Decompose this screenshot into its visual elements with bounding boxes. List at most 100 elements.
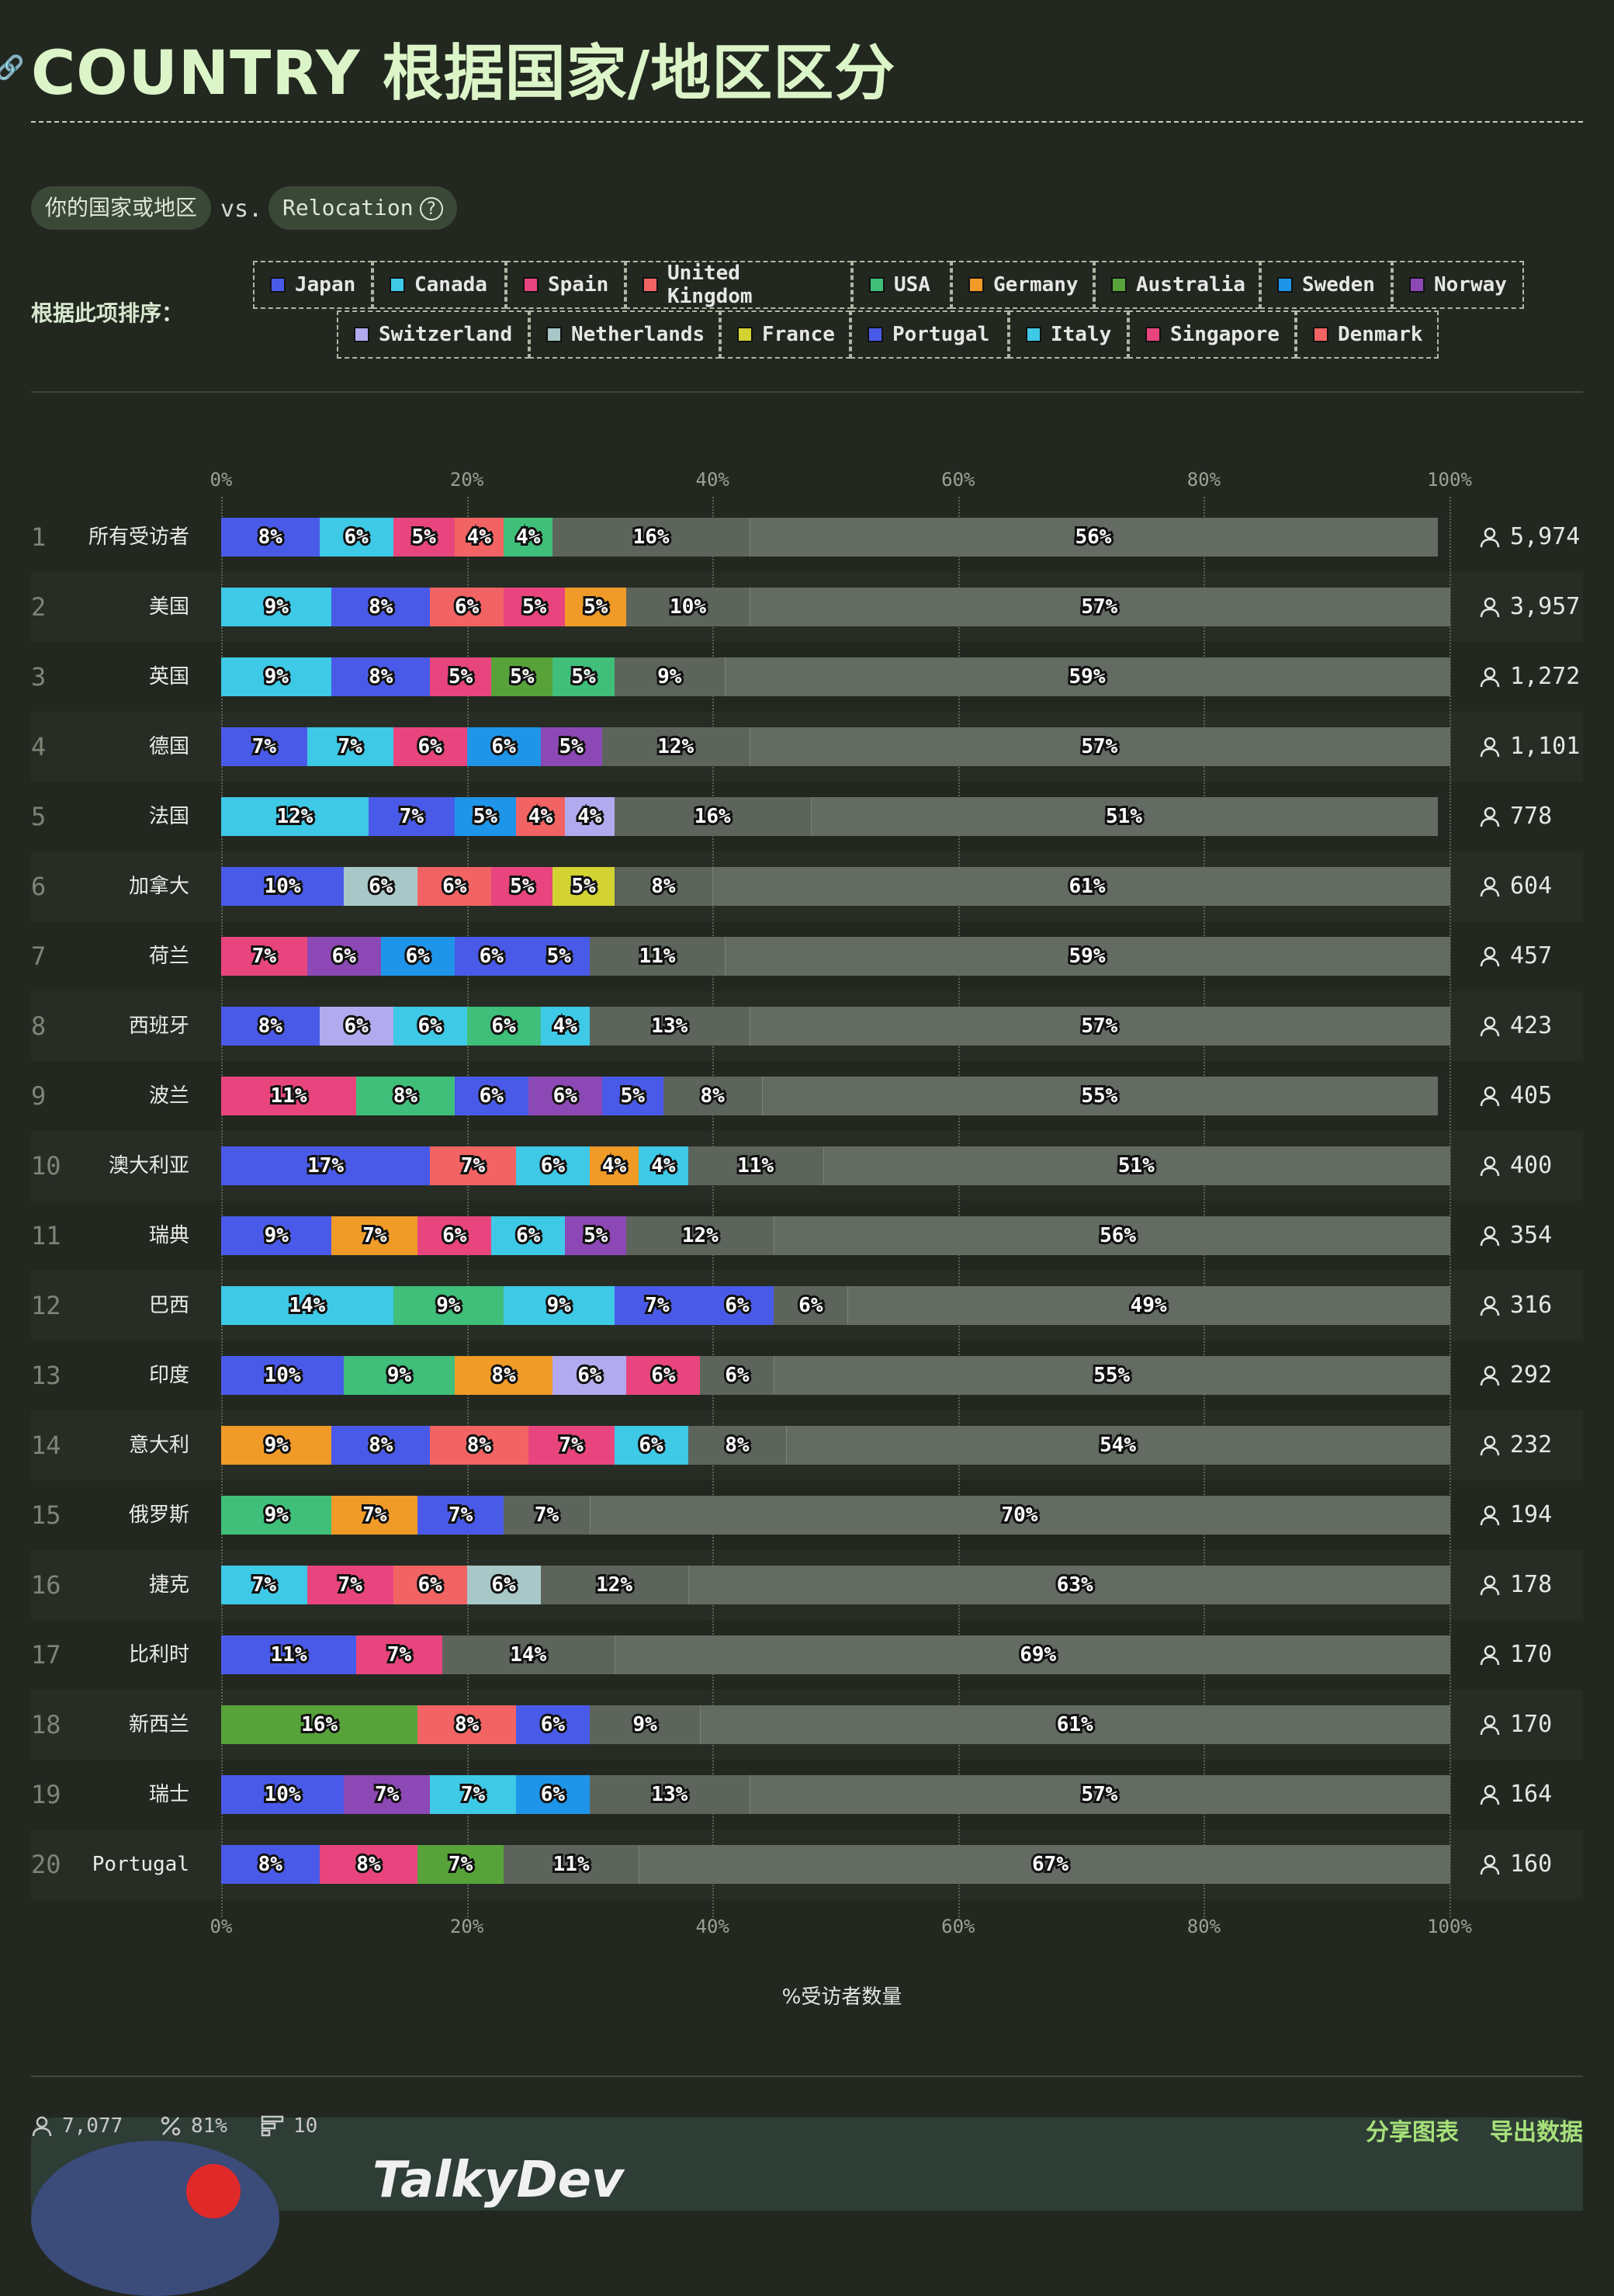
bar-track[interactable]: 11% 8% 6% 6% 5% 8% 55% <box>221 1077 1449 1115</box>
bar-track[interactable]: 16% 8% 6% 9% 61% <box>221 1705 1450 1744</box>
legend-item-italy[interactable]: Italy <box>1009 310 1128 359</box>
bar-segment-usa[interactable] <box>504 518 553 557</box>
bar-segment-rest[interactable] <box>688 1566 1450 1604</box>
bar-segment-japan[interactable] <box>221 518 320 557</box>
bar-track[interactable]: 7% 7% 6% 6% 5% 12% 57% <box>221 727 1450 766</box>
bar-segment-netherlands[interactable] <box>466 1566 541 1604</box>
bar-segment-canada[interactable] <box>614 1426 688 1465</box>
bar-segment-spain[interactable] <box>393 727 467 766</box>
bar-segment-canada[interactable] <box>515 1146 590 1185</box>
bar-track[interactable]: 10% 7% 7% 6% 13% 57% <box>221 1775 1450 1814</box>
bar-segment-switzerland[interactable] <box>552 1356 627 1395</box>
legend-item-japan[interactable]: Japan <box>253 261 372 309</box>
bar-track[interactable]: 14% 9% 9% 7% 6% 6% 49% <box>221 1286 1450 1325</box>
bar-segment-spain[interactable] <box>393 518 455 557</box>
bar-segment-other[interactable] <box>589 937 726 976</box>
bar-segment-spain[interactable] <box>528 1426 615 1465</box>
legend-item-norway[interactable]: Norway <box>1392 261 1524 309</box>
bar-segment-usa[interactable] <box>552 657 615 696</box>
bar-segment-rest[interactable] <box>749 1775 1450 1814</box>
bar-segment-rest[interactable] <box>774 1216 1450 1255</box>
bar-track[interactable]: 7% 7% 6% 6% 12% 63% <box>221 1566 1450 1604</box>
link-icon[interactable]: 🔗 <box>0 54 25 82</box>
bar-track[interactable]: 9% 7% 7% 7% 70% <box>221 1496 1450 1535</box>
legend-item-sweden[interactable]: Sweden <box>1260 261 1392 309</box>
bar-segment-rest[interactable] <box>749 588 1450 626</box>
bar-segment-canada[interactable] <box>504 1286 615 1325</box>
bar-segment-norway[interactable] <box>565 1216 627 1255</box>
bar-segment-australia[interactable] <box>491 657 553 696</box>
bar-track[interactable]: 9% 8% 5% 5% 5% 9% 59% <box>221 657 1450 696</box>
legend-item-germany[interactable]: Germany <box>951 261 1094 309</box>
bar-segment-other[interactable] <box>504 1845 639 1884</box>
bar-segment-other[interactable] <box>442 1635 615 1674</box>
bar-segment-france[interactable] <box>552 867 615 906</box>
bar-segment-switzerland[interactable] <box>565 797 615 836</box>
bar-segment-united-kingdom[interactable] <box>417 867 492 906</box>
bar-track[interactable]: 11% 7% 14% 69% <box>221 1635 1450 1674</box>
legend-item-switzerland[interactable]: Switzerland <box>337 310 529 359</box>
help-icon[interactable]: ? <box>419 197 443 220</box>
bar-segment-usa[interactable] <box>356 1077 455 1115</box>
bar-segment-other[interactable] <box>688 1426 787 1465</box>
bar-segment-rest[interactable] <box>639 1845 1450 1884</box>
bar-track[interactable]: 12% 7% 5% 4% 4% 16% 51% <box>221 797 1449 836</box>
bar-segment-canada[interactable] <box>221 1286 393 1325</box>
bar-segment-canada[interactable] <box>393 1007 467 1046</box>
legend-item-singapore[interactable]: Singapore <box>1128 310 1296 359</box>
bar-segment-portugal[interactable] <box>700 1286 774 1325</box>
bar-segment-switzerland[interactable] <box>319 1007 393 1046</box>
bar-segment-japan[interactable] <box>331 588 431 626</box>
bar-segment-japan[interactable] <box>221 1216 332 1255</box>
bar-segment-rest[interactable] <box>749 1007 1450 1046</box>
bar-segment-netherlands[interactable] <box>344 867 418 906</box>
bar-segment-japan[interactable] <box>221 1356 345 1395</box>
bar-segment-united-kingdom[interactable] <box>430 588 504 626</box>
bar-segment-norway[interactable] <box>344 1775 431 1814</box>
bar-segment-canada[interactable] <box>639 1146 688 1185</box>
bar-segment-rest[interactable] <box>712 867 1450 906</box>
legend-item-portugal[interactable]: Portugal <box>850 310 1009 359</box>
export-data-link[interactable]: 导出数据 <box>1490 2119 1583 2146</box>
bar-segment-other[interactable] <box>589 1705 701 1744</box>
bar-segment-japan[interactable] <box>221 727 307 766</box>
bar-segment-canada[interactable] <box>221 588 332 626</box>
bar-segment-united-kingdom[interactable] <box>417 1705 516 1744</box>
bar-segment-rest[interactable] <box>589 1496 1450 1535</box>
bar-segment-norway[interactable] <box>540 727 602 766</box>
bar-segment-other[interactable] <box>589 1007 750 1046</box>
bar-segment-japan[interactable] <box>515 1705 590 1744</box>
bar-track[interactable]: 10% 9% 8% 6% 6% 6% 55% <box>221 1356 1450 1395</box>
bar-segment-spain[interactable] <box>221 1077 357 1115</box>
bar-segment-japan[interactable] <box>221 867 345 906</box>
filter-country-pill[interactable]: 你的国家或地区 <box>31 186 212 230</box>
bar-segment-japan[interactable] <box>221 1007 320 1046</box>
bar-segment-other[interactable] <box>552 518 750 557</box>
bar-segment-other[interactable] <box>540 1566 688 1604</box>
bar-segment-rest[interactable] <box>749 727 1450 766</box>
legend-item-canada[interactable]: Canada <box>372 261 506 309</box>
bar-segment-spain[interactable] <box>417 1216 492 1255</box>
bar-segment-norway[interactable] <box>528 1077 602 1115</box>
bar-track[interactable]: 7% 6% 6% 6% 5% 11% 59% <box>221 937 1450 976</box>
bar-segment-rest[interactable] <box>725 657 1450 696</box>
bar-segment-usa[interactable] <box>466 1007 541 1046</box>
bar-segment-japan[interactable] <box>221 1635 357 1674</box>
share-chart-link[interactable]: 分享图表 <box>1366 2119 1459 2146</box>
bar-segment-canada[interactable] <box>430 1775 516 1814</box>
bar-segment-united-kingdom[interactable] <box>515 797 566 836</box>
bar-segment-japan[interactable] <box>221 1146 431 1185</box>
bar-segment-portugal[interactable] <box>601 1077 663 1115</box>
bar-segment-sweden[interactable] <box>466 727 541 766</box>
bar-track[interactable]: 17% 7% 6% 4% 4% 11% 51% <box>221 1146 1450 1185</box>
bar-segment-canada[interactable] <box>221 1566 307 1604</box>
bar-segment-canada[interactable] <box>307 727 393 766</box>
bar-segment-rest[interactable] <box>810 797 1439 836</box>
bar-track[interactable]: 9% 7% 6% 6% 5% 12% 56% <box>221 1216 1450 1255</box>
legend-item-usa[interactable]: USA <box>852 261 951 309</box>
bar-segment-united-kingdom[interactable] <box>430 1146 516 1185</box>
filter-relocation-pill[interactable]: Relocation? <box>268 186 457 230</box>
bar-segment-germany[interactable] <box>454 1356 553 1395</box>
bar-segment-japan[interactable] <box>331 657 431 696</box>
bar-track[interactable]: 9% 8% 8% 7% 6% 8% 54% <box>221 1426 1450 1465</box>
